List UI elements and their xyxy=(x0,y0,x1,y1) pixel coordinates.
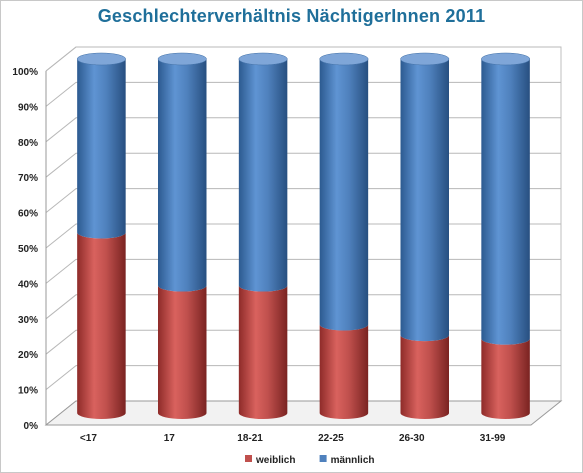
gridline xyxy=(45,294,561,320)
x-tick-label: 22-25 xyxy=(318,433,344,444)
x-tick-label: 31-99 xyxy=(480,433,506,444)
y-tick-label: 90% xyxy=(18,102,38,113)
bar-group xyxy=(319,52,369,420)
x-tick-labels: <17 17 18-21 22-25 26-30 31-99 xyxy=(80,433,506,444)
bar-weiblich xyxy=(158,285,207,420)
y-tick-label: 70% xyxy=(18,173,38,184)
bar-group xyxy=(481,52,531,419)
legend: weiblich männlich xyxy=(245,455,375,466)
bar-top-cap xyxy=(157,52,207,66)
y-tick-label: 80% xyxy=(18,138,38,149)
bar-männlich xyxy=(319,59,369,331)
gridline xyxy=(45,258,561,284)
legend-swatch-weiblich xyxy=(245,455,252,462)
legend-label-männlich: männlich xyxy=(331,455,375,466)
bar-top-cap xyxy=(400,52,450,66)
bar-weiblich xyxy=(481,338,530,419)
x-tick-label: 18-21 xyxy=(237,433,263,444)
y-tick-label: 40% xyxy=(18,279,38,290)
bar-weiblich xyxy=(238,285,288,419)
y-tick-label: 30% xyxy=(18,315,38,326)
gridline xyxy=(45,365,561,390)
y-tick-label: 0% xyxy=(24,421,39,432)
y-tick-label: 100% xyxy=(12,67,38,78)
bar-männlich xyxy=(238,59,288,292)
x-tick-label: 17 xyxy=(164,433,176,444)
gridline xyxy=(45,81,561,107)
bar-weiblich xyxy=(77,232,126,419)
gridline xyxy=(45,46,561,72)
y-tick-label: 60% xyxy=(18,209,38,220)
bar-top-cap xyxy=(76,52,126,66)
gridline xyxy=(45,188,561,213)
bar-top-cap xyxy=(481,52,531,66)
bar-group xyxy=(76,52,126,419)
bar-männlich xyxy=(77,59,126,239)
legend-swatch-männlich xyxy=(319,455,327,462)
bar-männlich xyxy=(481,59,530,345)
gridline xyxy=(45,152,561,178)
bar-weiblich xyxy=(319,324,369,420)
legend-label-weiblich: weiblich xyxy=(255,455,295,466)
bar-männlich xyxy=(400,59,449,342)
y-tick-label: 20% xyxy=(18,350,38,361)
gridline xyxy=(45,117,561,143)
y-tick-label: 50% xyxy=(18,244,38,255)
grid-layer xyxy=(45,46,562,426)
chart-title: Geschlechterverhältnis NächtigerInnen 20… xyxy=(97,6,486,26)
gridline xyxy=(45,329,561,355)
bar-group xyxy=(400,52,450,420)
y-tick-label: 10% xyxy=(18,386,38,397)
gridline xyxy=(45,223,561,249)
x-tick-label: <17 xyxy=(80,433,97,444)
bar-group xyxy=(238,52,288,419)
x-tick-label: 26-30 xyxy=(399,433,425,444)
bar-top-cap xyxy=(238,52,288,66)
bar-männlich xyxy=(158,59,207,292)
bar-weiblich xyxy=(400,335,449,420)
bar-top-cap xyxy=(319,52,369,66)
bars-layer xyxy=(76,52,531,420)
bar-group xyxy=(157,52,207,420)
